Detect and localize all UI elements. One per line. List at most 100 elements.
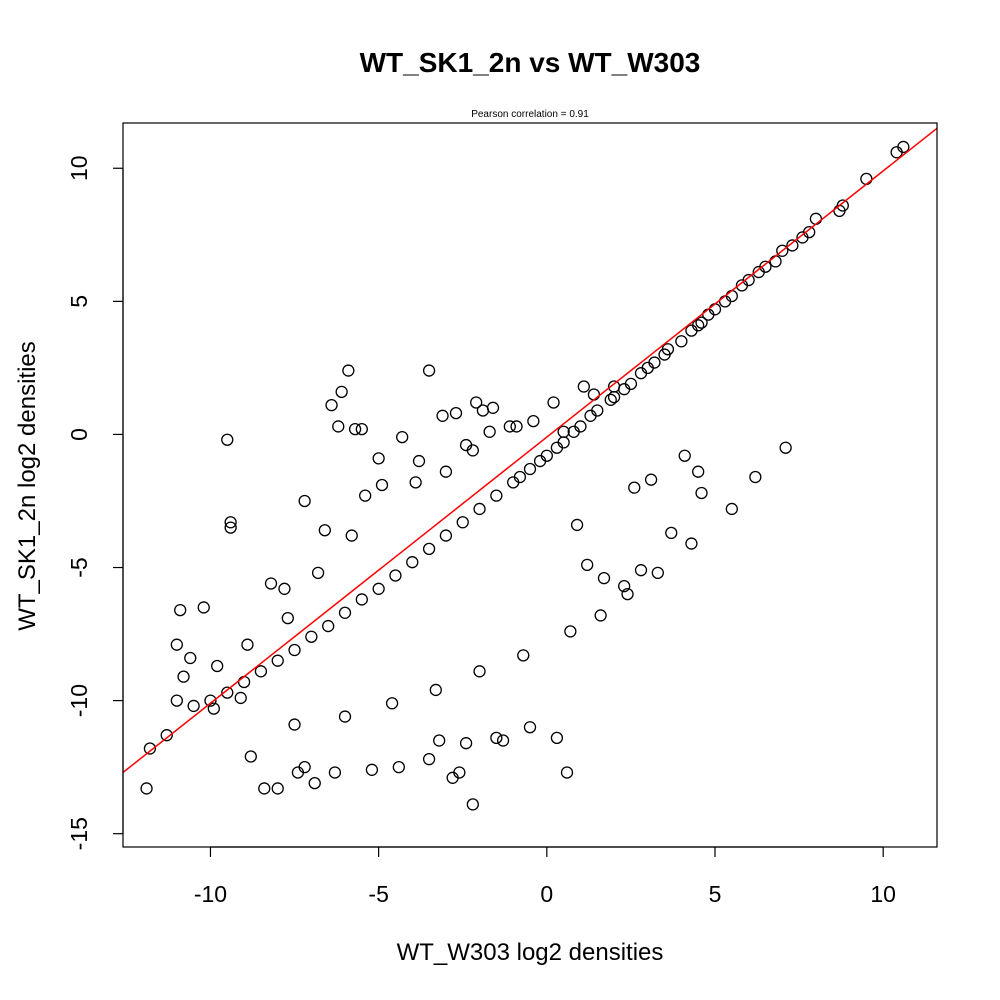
data-point [618,580,631,593]
data-point [281,611,294,625]
data-point [483,425,496,438]
data-point [496,734,510,747]
x-tick-label: 0 [540,881,553,907]
data-point [456,516,469,529]
data-point [749,470,762,484]
data-point [244,750,257,763]
data-point [342,364,355,377]
data-point [685,324,698,337]
data-point [429,683,442,697]
data-point [692,465,705,478]
data-point [298,761,311,774]
data-point [890,146,903,159]
data-point [187,699,200,713]
data-point [607,391,621,404]
x-axis-label: WT_W303 log2 densities [397,939,664,966]
y-tick-label: 0 [66,428,92,441]
data-point [651,566,664,579]
data-point [644,473,658,486]
data-point [507,476,520,489]
data-point [241,638,254,651]
data-point [533,454,547,468]
data-point [476,404,490,417]
data-point [234,691,247,705]
data-point [264,577,278,590]
data-point [221,686,234,699]
data-point [332,420,345,433]
data-point [174,603,187,617]
data-point [584,409,597,422]
data-point [305,630,318,643]
data-point [473,665,486,678]
data-point [311,566,325,579]
data-point [365,763,379,776]
data-point [204,694,217,707]
data-point [490,731,503,745]
y-tick-label: -10 [66,684,92,717]
fit-line [123,127,937,774]
data-point [503,420,516,433]
data-point [547,396,560,409]
data-point [779,441,792,454]
fit-line-layer [123,127,937,774]
data-point [221,433,234,446]
data-point [550,441,564,454]
data-point [271,654,284,667]
chart-subtitle: Pearson correlation = 0.91 [471,109,589,120]
data-point [406,556,419,569]
data-point [510,420,523,433]
data-point [288,718,301,731]
y-tick-label: -15 [66,817,92,850]
data-point [678,449,691,462]
data-point [160,729,173,742]
data-point [557,425,570,438]
x-tick-label: 10 [870,881,896,907]
data-point [604,393,617,406]
data-point [675,335,688,348]
data-point [809,212,823,225]
data-point [685,537,698,550]
data-point [335,385,348,398]
data-point [385,697,399,710]
data-point [325,398,338,412]
x-tick-label: 5 [709,881,722,907]
data-point [564,625,577,638]
data-point [486,401,500,414]
y-tick-label: -5 [66,557,92,577]
data-point [359,489,372,502]
data-point [237,675,251,689]
data-point [433,734,446,747]
data-point [490,489,503,502]
data-point [258,782,271,795]
data-point [170,638,183,651]
data-point [392,761,405,774]
data-point [436,409,449,422]
data-point [695,486,708,500]
data-point [523,462,537,476]
data-point [634,367,648,380]
data-point [517,649,530,662]
data-point [308,776,321,790]
data-point [177,670,190,683]
data-point [322,619,335,633]
data-point [412,454,426,468]
data-point [776,244,789,257]
data-point [587,388,601,401]
data-point [473,502,486,516]
data-point [594,609,607,622]
data-point [796,231,809,244]
data-point [271,782,284,795]
data-point [466,798,479,811]
data-point [422,542,436,556]
data-point [288,643,301,657]
data-point [597,572,611,585]
data-point [348,422,362,436]
x-tick-label: -5 [368,881,388,907]
data-point [355,422,368,436]
y-axis-label: WT_SK1_2n log2 densities [14,341,41,631]
data-point [197,601,210,614]
data-point [695,316,708,329]
data-point [140,782,153,795]
